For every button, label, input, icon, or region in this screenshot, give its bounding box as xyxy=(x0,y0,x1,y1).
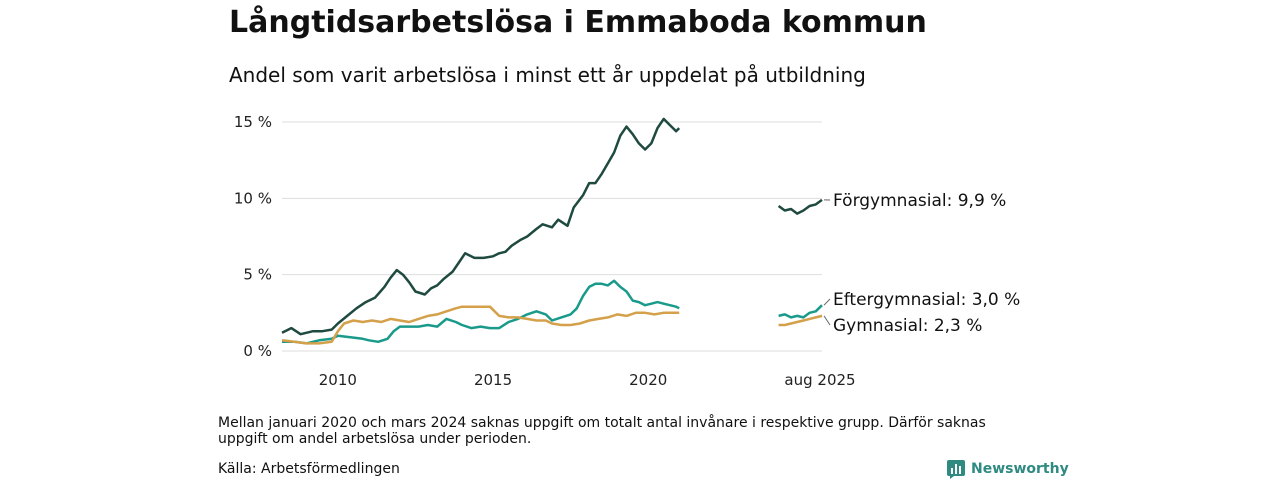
label-leader-line xyxy=(823,298,831,306)
brand-name: Newsworthy xyxy=(971,461,1069,477)
series-label-forgymnasial: Förgymnasial: 9,9 % xyxy=(833,191,1006,211)
x-tick-label: 2015 xyxy=(474,371,512,389)
label-leader-line xyxy=(823,315,831,326)
series-line-gymnasial xyxy=(281,305,680,345)
series-line-forgymnasial xyxy=(281,117,681,336)
y-tick-label: 5 % xyxy=(243,266,272,284)
series-label-gymnasial: Gymnasial: 2,3 % xyxy=(833,316,982,336)
x-tick-label: 2010 xyxy=(319,371,357,389)
source-text: Källa: Arbetsförmedlingen xyxy=(218,461,400,477)
y-tick-label: 0 % xyxy=(243,342,272,360)
y-tick-label: 15 % xyxy=(234,113,272,131)
brand-logo: Newsworthy xyxy=(946,459,1069,479)
series-line-eftergymnasial xyxy=(778,304,823,319)
x-tick-label: aug 2025 xyxy=(784,371,855,389)
series-line-eftergymnasial xyxy=(282,279,680,345)
chart-note: Mellan januari 2020 och mars 2024 saknas… xyxy=(218,415,986,447)
newsworthy-logo-icon xyxy=(947,460,965,479)
chart-title: Långtidsarbetslösa i Emmaboda kommun xyxy=(229,5,927,40)
chart-subtitle: Andel som varit arbetslösa i minst ett å… xyxy=(229,63,866,87)
y-tick-label: 10 % xyxy=(234,189,272,207)
series-label-eftergymnasial: Eftergymnasial: 3,0 % xyxy=(833,290,1020,310)
x-tick-label: 2020 xyxy=(629,371,667,389)
series-line-forgymnasial xyxy=(777,198,823,215)
series-line-gymnasial xyxy=(778,314,823,327)
